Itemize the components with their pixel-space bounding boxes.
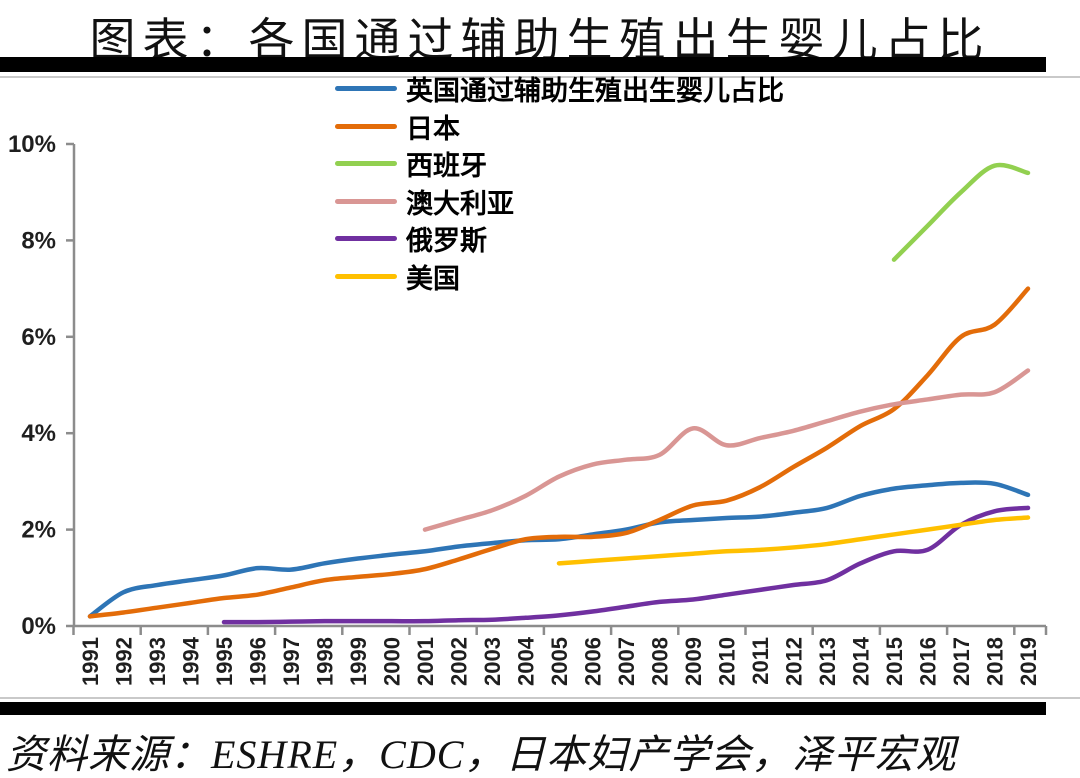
series-line-australia — [422, 368, 1031, 532]
x-axis-label: 2009 — [681, 637, 706, 686]
x-axis-label: 1998 — [313, 637, 338, 686]
series-line-spain — [891, 162, 1031, 262]
x-axis-label: 2002 — [447, 637, 472, 686]
x-axis-label: 2000 — [380, 637, 405, 686]
y-axis-label: 10% — [8, 131, 56, 158]
x-axis-label: 1994 — [179, 636, 204, 686]
x-axis-label: 2007 — [614, 637, 639, 686]
legend-swatch-icon — [335, 273, 397, 279]
x-axis-label: 1997 — [279, 637, 304, 686]
legend-swatch-icon — [335, 86, 397, 92]
x-axis-label: 2013 — [815, 637, 840, 686]
x-axis-label: 2012 — [782, 637, 807, 686]
legend-swatch-icon — [335, 123, 397, 129]
legend-swatch-icon — [335, 198, 397, 204]
x-axis-label: 2001 — [413, 637, 438, 686]
legend-swatch-icon — [335, 161, 397, 167]
y-axis-label: 0% — [21, 613, 56, 640]
x-axis-label: 1995 — [212, 637, 237, 686]
top-thin-rule — [0, 76, 1080, 78]
y-axis-label: 2% — [21, 517, 56, 544]
axis-labels: 0% 2% 4% 6% 8% 10% 1991 1992 1993 1994 1995 1996 199… — [8, 131, 1041, 686]
legend-item-spain: 西班牙 — [335, 145, 784, 183]
x-axis-label: 2004 — [514, 636, 539, 686]
x-axis-label: 1999 — [346, 637, 371, 686]
bottom-thin-rule — [0, 697, 1080, 699]
series-line-japan — [87, 286, 1031, 619]
bottom-divider-bar — [0, 702, 1046, 715]
x-axis-label: 2005 — [547, 637, 572, 686]
axes — [66, 142, 1048, 635]
x-axis-label: 2017 — [949, 637, 974, 686]
x-axis-label: 2006 — [581, 637, 606, 686]
top-divider-bar — [0, 57, 1046, 72]
legend-label: 英国通过辅助生殖出生婴儿占比 — [406, 76, 784, 107]
legend-label: 澳大利亚 — [406, 188, 514, 219]
legend-label: 日本 — [406, 113, 460, 144]
legend-label: 美国 — [406, 263, 460, 294]
y-axis-label: 6% — [21, 324, 56, 351]
x-axis-label: 2008 — [648, 637, 673, 686]
series-line-uk — [87, 480, 1031, 619]
series-lines — [87, 162, 1031, 625]
x-axis-label: 2015 — [882, 637, 907, 686]
legend: 英国通过辅助生殖出生婴儿占比 日本西班牙澳大利亚俄罗斯美国 — [335, 70, 784, 295]
legend-item-australia: 澳大利亚 — [335, 183, 784, 221]
legend-item-us: 美国 — [335, 258, 784, 296]
y-axis-label: 8% — [21, 227, 56, 254]
y-axis-label: 4% — [21, 420, 56, 447]
x-axis-label: 1993 — [145, 637, 170, 686]
x-axis-label: 2011 — [748, 637, 773, 685]
x-axis-label: 2014 — [849, 636, 874, 686]
legend-item-japan: 日本 — [335, 108, 784, 146]
x-axis-label: 2003 — [480, 637, 505, 686]
x-axis-label: 2016 — [916, 637, 941, 686]
legend-item-uk: 英国通过辅助生殖出生婴儿占比 — [335, 70, 784, 108]
source-note: 资料来源：ESHRE，CDC，日本妇产学会，泽平宏观 — [6, 732, 957, 777]
legend-label: 西班牙 — [406, 151, 487, 182]
legend-item-russia: 俄罗斯 — [335, 220, 784, 258]
series-line-russia — [221, 505, 1031, 625]
x-axis-label: 2010 — [715, 637, 740, 686]
x-axis-label: 1992 — [112, 637, 137, 686]
legend-swatch-icon — [335, 236, 397, 242]
x-axis-label: 1991 — [78, 637, 103, 686]
x-axis-label: 1996 — [246, 637, 271, 686]
x-axis-label: 2018 — [983, 637, 1008, 686]
legend-label: 俄罗斯 — [406, 226, 487, 257]
series-line-us — [556, 515, 1031, 566]
x-axis-label: 2019 — [1016, 637, 1041, 686]
